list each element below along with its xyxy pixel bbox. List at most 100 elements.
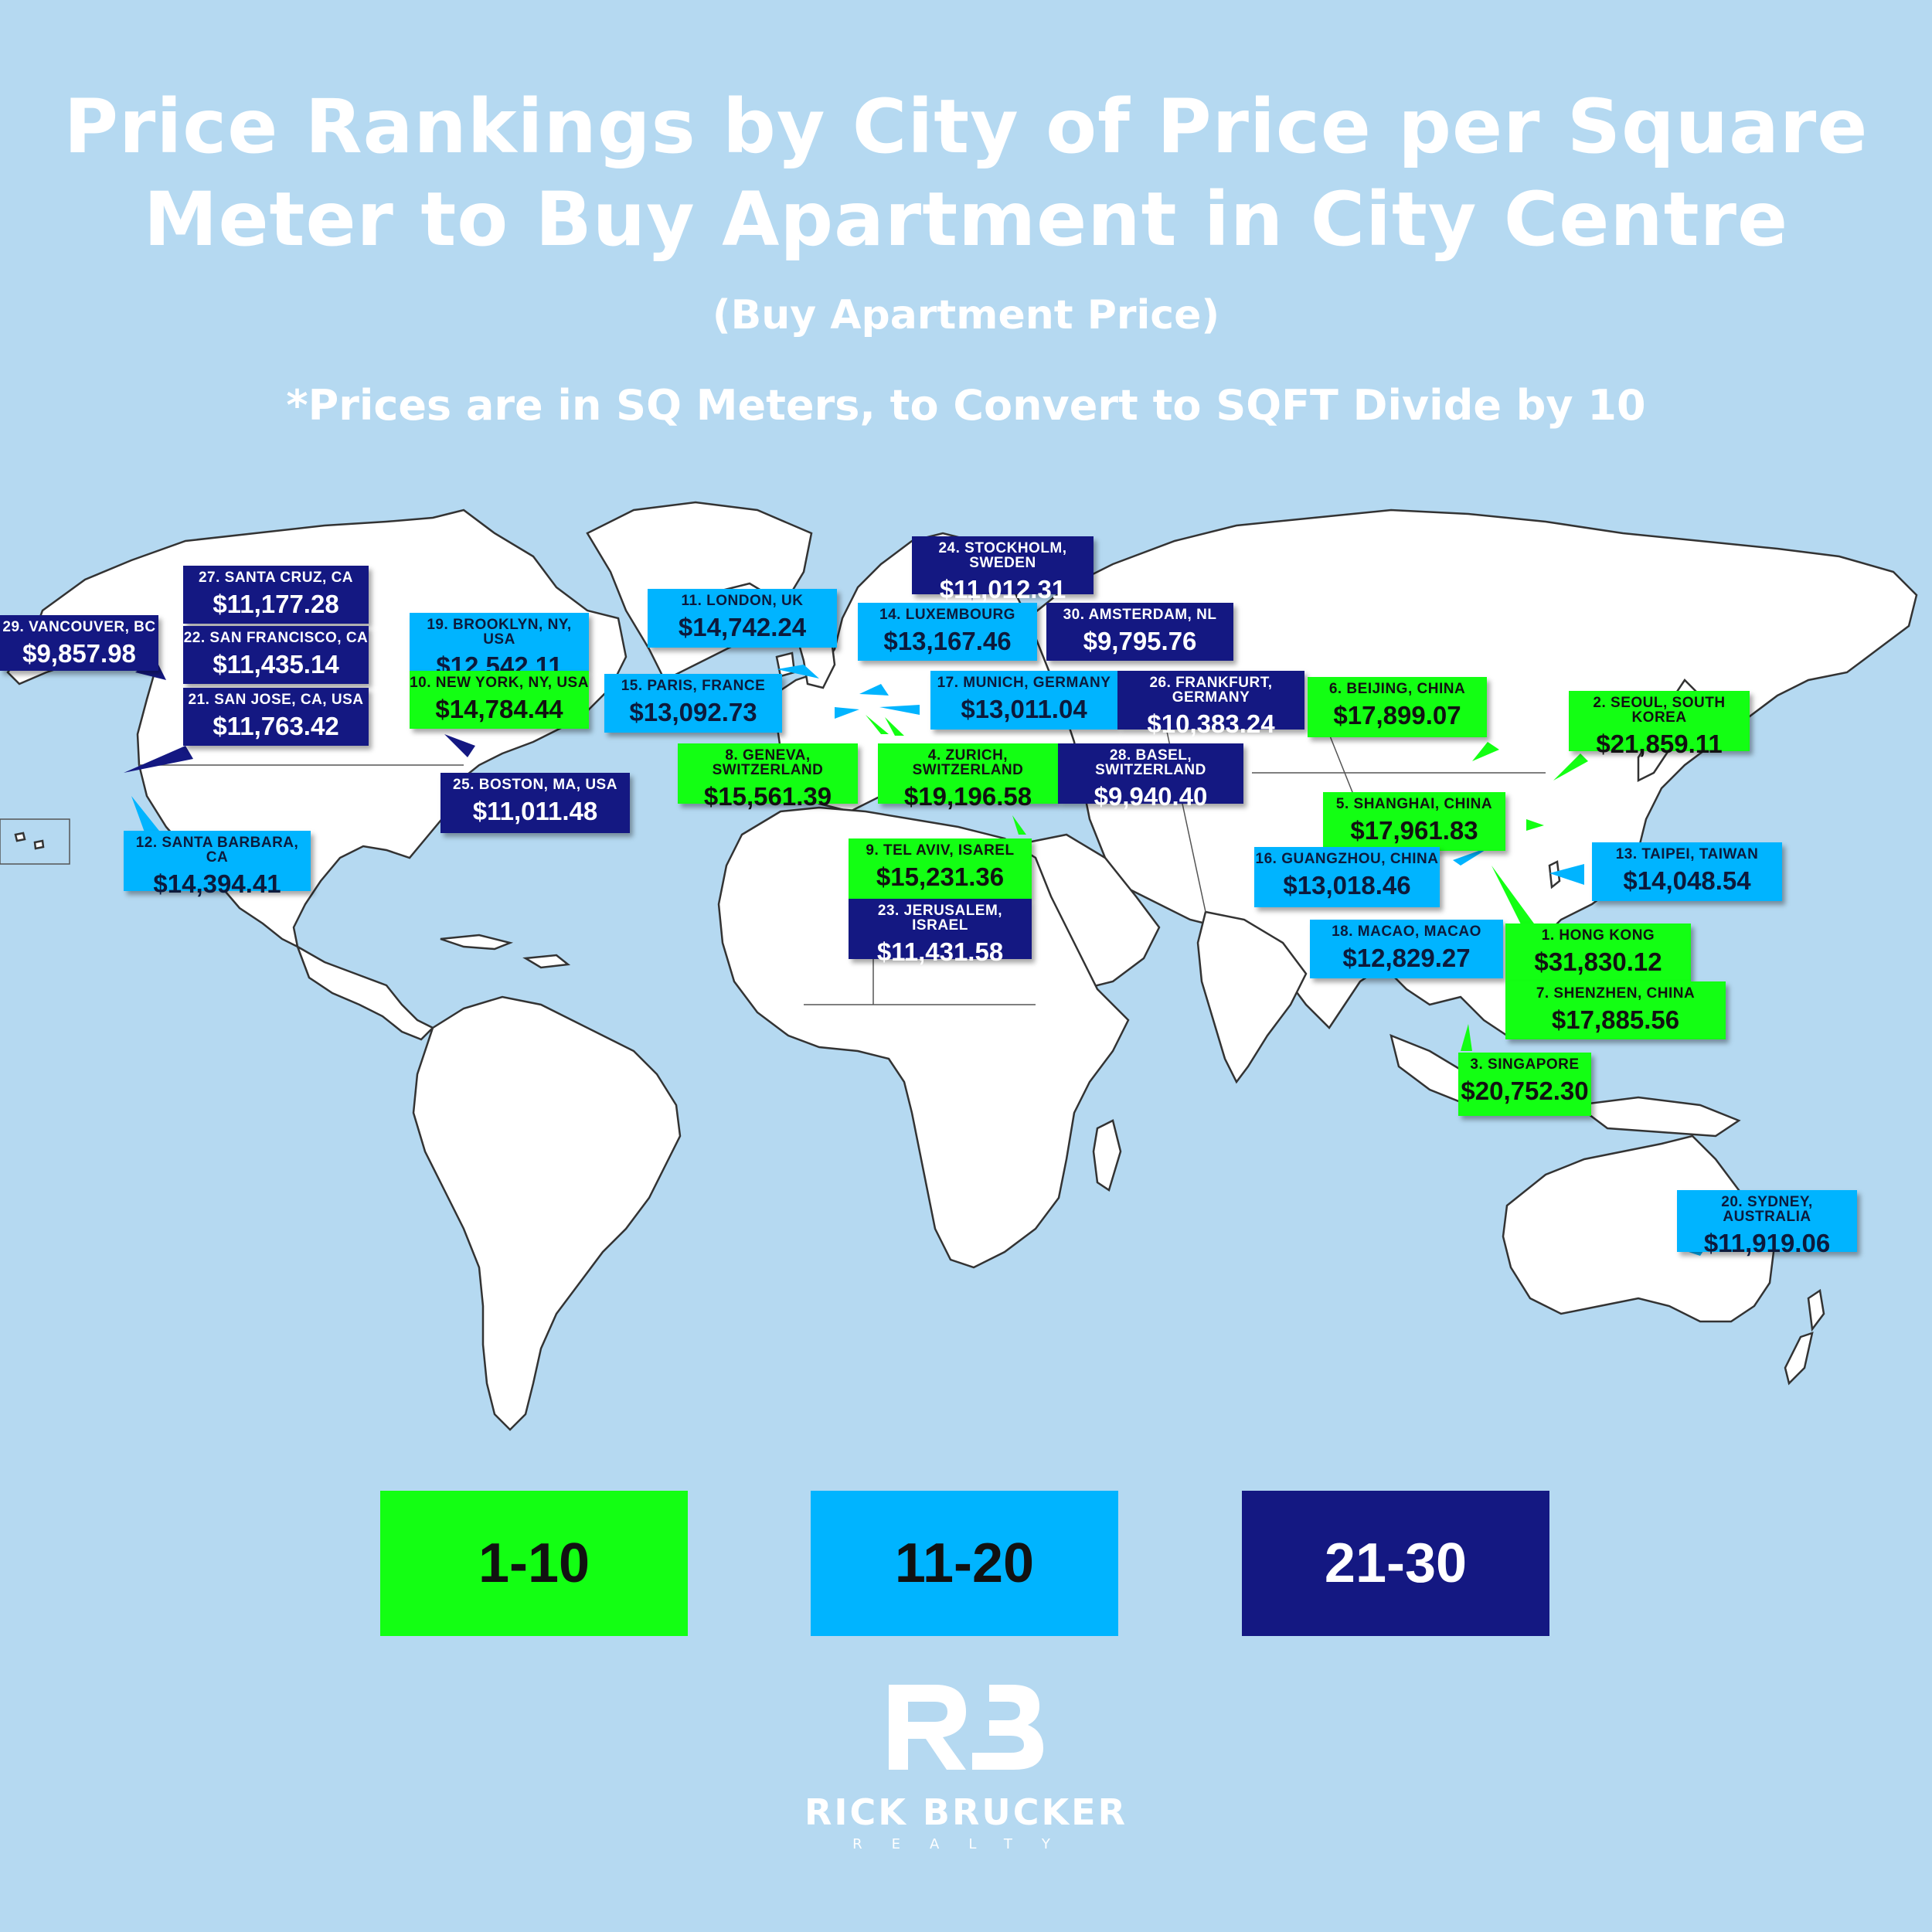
label-luxembourg: 14. LUXEMBOURG $13,167.46 [858,603,1037,661]
brand-subtitle: REALTY [852,1836,1080,1852]
city-price: $11,177.28 [213,590,339,618]
city-name: 28. BASEL, SWITZERLAND [1095,747,1206,778]
city-name: 12. SANTA BARBARA, CA [135,835,299,866]
city-price: $9,795.76 [1083,627,1197,655]
label-london: 11. LONDON, UK $14,742.24 [648,589,837,648]
city-name: 8. GENEVA, SWITZERLAND [712,747,824,778]
label-hong-kong: 1. HONG KONG $31,830.12 [1505,923,1691,981]
city-name: 19. BROOKLYN, NY, USA [427,617,572,648]
legend-tier-21-30: 21-30 [1242,1491,1549,1636]
label-beijing: 6. BEIJING, CHINA $17,899.07 [1308,677,1487,737]
hawaii-islands [14,832,45,850]
pointer-guangzhou [1453,846,1492,866]
city-price: $17,899.07 [1333,701,1461,730]
pointer-seoul [1553,753,1588,781]
city-price: $14,048.54 [1623,866,1751,895]
label-sydney: 20. SYDNEY, AUSTRALIA $11,919.06 [1677,1190,1857,1256]
city-name: 9. TEL AVIV, ISAREL [866,842,1015,859]
pointer-tel-aviv [1012,815,1026,835]
city-price: $11,431.58 [876,937,1004,966]
label-munich: 17. MUNICH, GERMANY $13,011.04 [930,671,1117,730]
pointer-london [777,665,819,679]
label-shenzhen: 7. SHENZHEN, CHINA $17,885.56 [1505,981,1726,1039]
city-name: 6. BEIJING, CHINA [1328,681,1466,697]
label-frankfurt: 26. FRANKFURT, GERMANY $10,383.24 [1117,671,1304,736]
new-zealand-landmass [1784,1288,1825,1386]
label-taipei: 13. TAIPEI, TAIWAN $14,048.54 [1592,842,1782,901]
india-landmass [1196,910,1308,1084]
city-name: 18. MACAO, MACAO [1332,923,1481,940]
city-name: 5. SHANGHAI, CHINA [1335,796,1493,812]
city-name: 22. SAN FRANCISCO, CA [183,630,369,646]
title-line-1: Price Rankings by City of Price per Squa… [63,83,1869,170]
pointer-munich [879,705,920,715]
city-price: $11,763.42 [213,712,339,740]
city-name: 23. JERUSALEM, ISRAEL [877,903,1003,934]
label-san-francisco: 22. SAN FRANCISCO, CA $11,435.14 [183,626,369,684]
city-price: $11,011.48 [472,797,598,825]
label-boston: 25. BOSTON, MA, USA $11,011.48 [440,773,630,833]
city-price: $13,092.73 [629,698,757,726]
label-san-jose: 21. SAN JOSE, CA, USA $11,763.42 [183,688,369,746]
city-price: $11,012.31 [939,575,1066,604]
label-stockholm: 24. STOCKHOLM, SWEDEN $11,012.31 [912,536,1094,602]
city-name: 7. SHENZHEN, CHINA [1536,985,1696,1002]
city-price: $13,167.46 [883,627,1012,655]
caribbean-islands [440,934,571,969]
city-price: $19,196.58 [903,782,1032,811]
city-name: 1. HONG KONG [1541,927,1655,944]
units-note: *Prices are in SQ Meters, to Convert to … [286,381,1646,430]
city-name: 17. MUNICH, GERMANY [937,675,1111,691]
pointer-zurich [885,717,904,736]
city-name: 16. GUANGZHOU, CHINA [1255,851,1439,867]
city-name: 26. FRANKFURT, GERMANY [1149,675,1273,706]
legend-tier-11-20: 11-20 [811,1491,1118,1636]
label-singapore: 3. SINGAPORE $20,752.30 [1458,1053,1591,1116]
city-name: 30. AMSTERDAM, NL [1063,607,1217,623]
brand-name: RICK BRUCKER [804,1791,1128,1833]
label-geneva: 8. GENEVA, SWITZERLAND $15,561.39 [678,743,858,809]
label-brooklyn: 19. BROOKLYN, NY, USA $12,542.11 [410,613,589,679]
label-seoul: 2. SEOUL, SOUTH KOREA $21,859.11 [1569,691,1750,757]
city-name: 24. STOCKHOLM, SWEDEN [938,540,1067,571]
city-name: 4. ZURICH, SWITZERLAND [912,747,1024,778]
city-price: $20,752.30 [1461,1077,1589,1105]
label-jerusalem: 23. JERUSALEM, ISRAEL $11,431.58 [849,899,1032,964]
city-price: $14,394.41 [153,869,281,898]
label-shanghai: 5. SHANGHAI, CHINA $17,961.83 [1323,792,1505,851]
city-name: 10. NEW YORK, NY, USA [410,675,589,691]
pointer-paris [835,707,859,719]
pointers-tier1 [866,715,1588,1051]
label-tel-aviv: 9. TEL AVIV, ISAREL $15,231.36 [849,838,1032,899]
city-price: $17,961.83 [1350,816,1478,845]
city-price: $12,829.27 [1342,944,1471,972]
title-line-2: Meter to Buy Apartment in City Centre [143,176,1789,263]
hawaii-inset-frame [0,818,70,865]
label-amsterdam: 30. AMSTERDAM, NL $9,795.76 [1046,603,1233,661]
city-name: 20. SYDNEY, AUSTRALIA [1721,1194,1813,1225]
label-new-york: 10. NEW YORK, NY, USA $14,784.44 [410,671,589,729]
city-name: 2. SEOUL, SOUTH KOREA [1593,695,1726,726]
pointer-boston [444,734,475,757]
central-america-landmass [295,944,435,1041]
label-santa-cruz: 27. SANTA CRUZ, CA $11,177.28 [183,566,369,624]
pointer-santa-barbara [131,796,162,838]
label-santa-barbara: 12. SANTA BARBARA, CA $14,394.41 [124,831,311,896]
madagascar-landmass [1092,1119,1122,1192]
city-name: 11. LONDON, UK [681,593,804,609]
label-macao: 18. MACAO, MACAO $12,829.27 [1310,920,1503,978]
city-price: $10,383.24 [1147,709,1275,738]
australia-landmass [1502,1134,1775,1323]
city-name: 3. SINGAPORE [1470,1056,1580,1073]
city-price: $9,940.40 [1094,782,1208,811]
city-price: $13,011.04 [961,695,1087,723]
pointer-hong-kong [1492,866,1534,927]
city-price: $31,830.12 [1534,947,1662,976]
label-basel: 28. BASEL, SWITZERLAND $9,940.40 [1058,743,1243,809]
label-guangzhou: 16. GUANGZHOU, CHINA $13,018.46 [1254,847,1440,907]
subtitle: (Buy Apartment Price) [712,292,1220,338]
city-price: $15,561.39 [703,782,832,811]
label-zurich: 4. ZURICH, SWITZERLAND $19,196.58 [878,743,1058,809]
pointer-singapore [1461,1024,1472,1051]
city-name: 25. BOSTON, MA, USA [453,777,617,793]
